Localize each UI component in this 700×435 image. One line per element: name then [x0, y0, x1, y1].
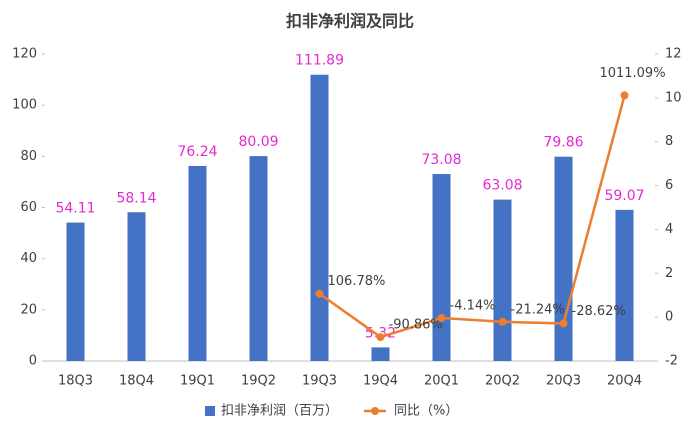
value-label: 54.11	[55, 201, 95, 217]
value-label: 59.07	[604, 188, 644, 204]
y2-tick-label: 10	[665, 90, 682, 105]
y-tick-label: 80	[20, 149, 37, 164]
chart-title: 扣非净利润及同比	[286, 12, 414, 31]
x-tick-label: 20Q2	[485, 374, 520, 389]
y-tick-label: 0	[29, 354, 37, 369]
value-label: 1011.09%	[599, 66, 665, 81]
x-tick-label: 20Q1	[424, 374, 459, 389]
y-tick-label: 60	[20, 200, 37, 215]
x-tick-label: 20Q3	[546, 374, 581, 389]
value-label: 111.89	[295, 53, 344, 69]
legend-swatch	[371, 407, 380, 415]
point	[437, 314, 446, 323]
bar	[66, 222, 85, 361]
x-tick-label: 19Q2	[241, 374, 276, 389]
y2-tick-label: 6	[665, 178, 673, 193]
y-tick-label: 20	[20, 302, 37, 317]
value-label: -28.62%	[572, 304, 626, 319]
value-label: 73.08	[421, 152, 461, 168]
value-label: -4.14%	[450, 299, 496, 314]
bar	[188, 165, 207, 361]
value-label: 76.24	[177, 144, 217, 160]
value-label: -21.24%	[511, 302, 565, 317]
bar	[615, 209, 634, 361]
y-tick-label: 120	[12, 47, 37, 62]
x-tick-label: 18Q4	[119, 374, 154, 389]
y2-tick-label: 12	[665, 47, 682, 62]
value-label: 63.08	[482, 178, 522, 194]
value-label: 79.86	[543, 135, 583, 151]
legend-swatch	[205, 406, 215, 416]
point	[620, 91, 629, 100]
value-label: 80.09	[238, 134, 278, 150]
y-tick-label: 100	[12, 98, 37, 113]
bar	[493, 199, 512, 361]
bar	[249, 156, 268, 361]
bar	[554, 156, 573, 361]
point	[498, 317, 507, 326]
value-label: 58.14	[116, 190, 156, 206]
y2-tick-label: 2	[665, 266, 673, 281]
x-tick-label: 19Q1	[180, 374, 215, 389]
legend-label: 扣非净利润（百万）	[221, 404, 338, 419]
bar	[371, 347, 390, 361]
y2-tick-label: 8	[665, 134, 673, 149]
x-tick-label: 20Q4	[607, 374, 642, 389]
x-tick-label: 19Q4	[363, 374, 398, 389]
point	[315, 289, 324, 298]
point	[559, 319, 568, 328]
line	[318, 95, 626, 339]
y-tick-label: 40	[20, 251, 37, 266]
bar	[432, 174, 451, 361]
bar	[127, 212, 146, 361]
y2-tick-label: -2	[665, 354, 678, 369]
x-tick-label: 18Q3	[58, 374, 93, 389]
point	[376, 333, 385, 342]
value-label: -90.86%	[389, 318, 443, 333]
x-tick-label: 19Q3	[302, 374, 337, 389]
bar	[310, 74, 329, 362]
y2-tick-label: 4	[665, 222, 673, 237]
legend-label: 同比（%）	[394, 404, 458, 419]
y2-tick-label: 0	[665, 310, 673, 325]
value-label: 106.78%	[328, 274, 386, 289]
